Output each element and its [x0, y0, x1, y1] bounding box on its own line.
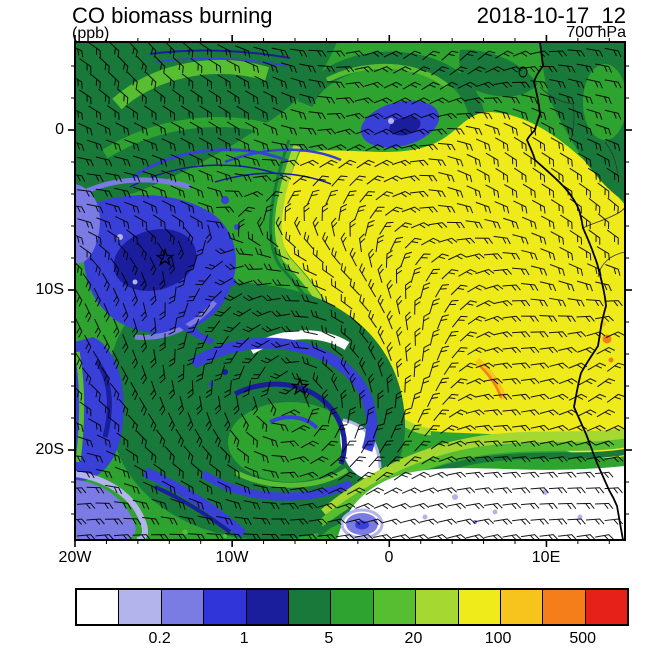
units-label: (ppb) — [72, 25, 110, 42]
colorbar-tick-label: 5 — [324, 630, 334, 647]
y-tick-label-20s: 20S — [35, 441, 64, 458]
plot-datetime: 2018-10-17_12 — [476, 3, 626, 28]
colorbar-segment — [204, 590, 247, 624]
colorbar-segment — [500, 590, 544, 624]
colorbar-tick-label: 500 — [569, 630, 597, 647]
colorbar-segment — [288, 590, 332, 624]
map-canvas — [68, 35, 632, 547]
x-tick-label-10w: 10W — [215, 549, 249, 566]
colorbar-tick-label: 1 — [239, 630, 249, 647]
colorbar-segment — [373, 590, 417, 624]
field-clean-air-white — [337, 466, 625, 540]
colorbar-labels: 0.2 1 5 20 100 500 — [75, 630, 625, 650]
co-field-layers — [75, 42, 625, 540]
field-plume-south-edge — [321, 428, 625, 519]
x-tick-label-0: 0 — [384, 549, 394, 566]
colorbar-segment — [416, 590, 459, 624]
colorbar-segment — [161, 590, 205, 624]
colorbar-segment — [543, 590, 586, 624]
level-label: 700 hPa — [566, 24, 626, 41]
y-tick-label-10s: 10S — [35, 281, 64, 298]
plot-border — [74, 41, 626, 541]
y-tick-label-0: 0 — [55, 121, 64, 138]
colorbar-tick-label: 100 — [484, 630, 512, 647]
colorbar-segment — [119, 590, 162, 624]
colorbar — [75, 588, 629, 626]
colorbar-tick-label: 20 — [404, 630, 423, 647]
island-outline — [518, 66, 528, 78]
colorbar-segment — [585, 590, 628, 624]
colorbar-tick-label: 0.2 — [148, 630, 171, 647]
field-bottom-lavender-blob — [340, 508, 384, 540]
field-southwest-blues — [75, 467, 247, 540]
x-tick-label-20w: 20W — [58, 549, 92, 566]
field-brightgreen-arc — [112, 60, 270, 110]
colorbar-segment — [77, 590, 120, 624]
x-tick-label-10e: 10E — [531, 549, 561, 566]
colorbar-segment — [331, 590, 374, 624]
colorbar-segment — [458, 590, 501, 624]
field-swirl-blue-core — [360, 100, 440, 148]
colorbar-segment — [246, 590, 289, 624]
coastline — [526, 42, 624, 540]
plot-title: CO biomass burning — [72, 3, 273, 28]
